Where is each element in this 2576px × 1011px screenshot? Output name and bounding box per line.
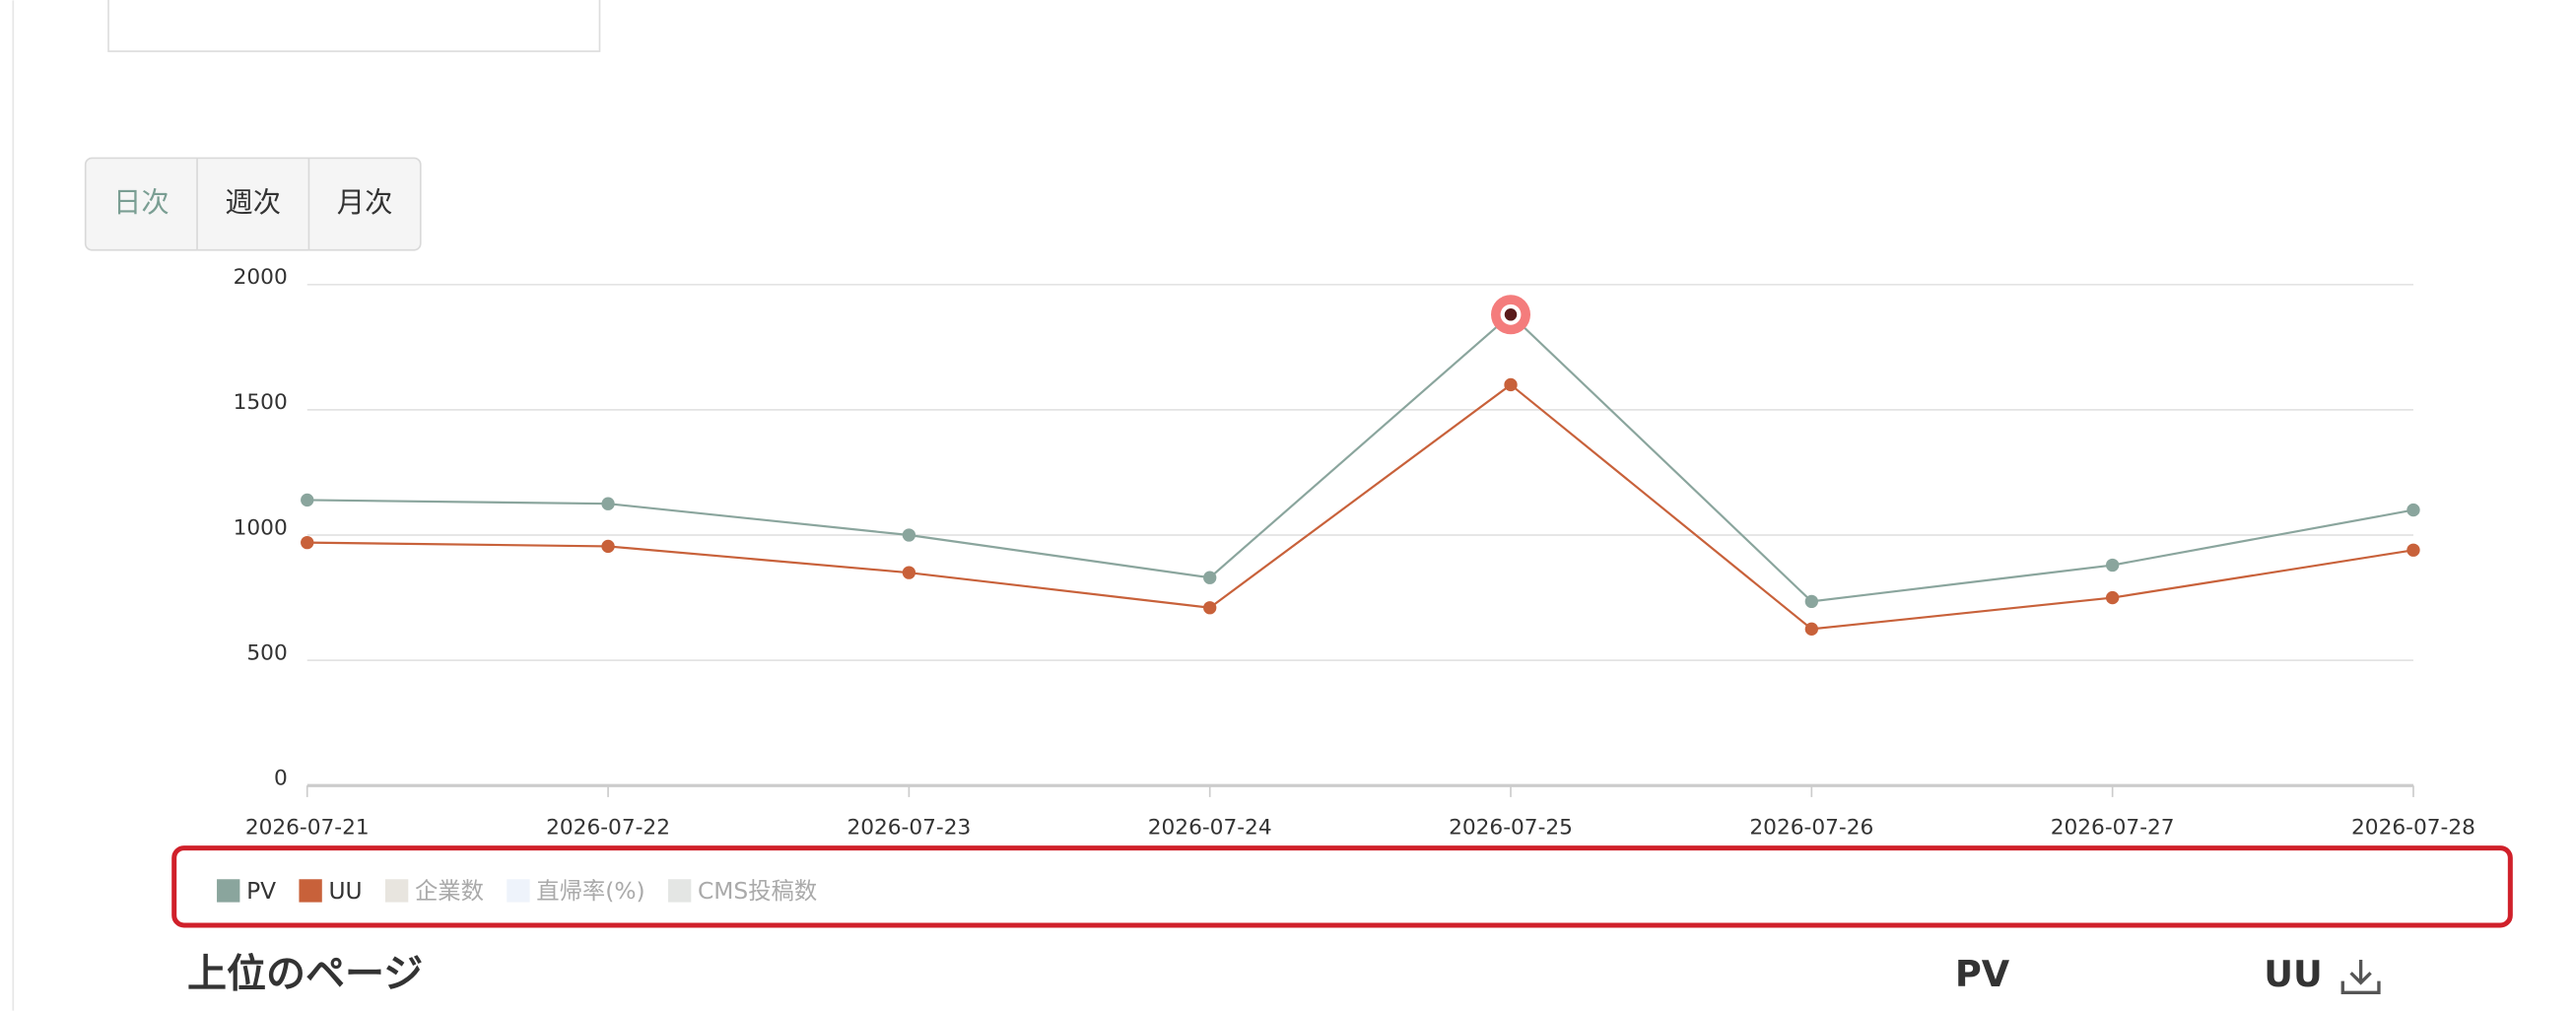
y-tick-label: 1000 [234,515,288,540]
legend-label[interactable]: CMS投稿数 [698,877,817,905]
legend-swatch [217,879,240,903]
data-point [301,493,314,507]
legend-label[interactable]: 直帰率(%) [536,877,644,905]
data-point [1203,601,1217,615]
data-point [301,535,314,550]
tab-group [84,157,422,251]
y-tick-label: 1500 [234,390,288,415]
series-line [306,383,2414,631]
y-tick-label: 500 [246,640,287,665]
highlight-box [171,845,2513,928]
tab[interactable]: 月次 [337,186,393,219]
data-point [1203,571,1217,584]
legend-swatch [667,879,692,903]
data-point [1804,622,1818,637]
data-point [2407,543,2420,557]
hover-marker-inner [1500,303,1522,325]
data-point [601,539,615,554]
column-header: UU [2264,953,2323,995]
x-tick-label: 2026-07-27 [2051,816,2175,841]
series-line [306,312,2414,603]
data-point [902,566,916,579]
download-icon[interactable] [2340,959,2381,994]
tab[interactable]: 週次 [225,186,281,219]
legend-label[interactable]: PV [246,877,276,905]
x-tick-label: 2026-07-22 [546,816,670,841]
x-tick-label: 2026-07-25 [1449,816,1573,841]
data-point [2105,558,2120,573]
section-title: 上位のページ [187,952,423,997]
data-point [1804,594,1818,609]
data-point [2105,590,2120,605]
x-tick-label: 2026-07-26 [1749,816,1873,841]
legend-swatch [299,879,322,903]
x-tick-label: 2026-07-21 [245,816,370,841]
column-header: PV [1955,953,2010,995]
y-tick-label: 2000 [234,265,288,290]
x-tick-label: 2026-07-28 [2351,816,2475,841]
legend-label[interactable]: UU [328,877,362,905]
legend-swatch [507,879,530,903]
x-tick-label: 2026-07-23 [847,816,971,841]
y-tick-label: 0 [274,767,288,791]
legend-swatch [384,879,409,903]
data-point [1504,377,1518,392]
tab[interactable]: 日次 [113,186,169,219]
data-point [2407,503,2420,517]
input-box[interactable] [107,0,601,52]
data-point [902,528,916,542]
data-point [601,497,615,510]
x-tick-label: 2026-07-24 [1148,816,1272,841]
legend-label[interactable]: 企業数 [415,877,484,905]
